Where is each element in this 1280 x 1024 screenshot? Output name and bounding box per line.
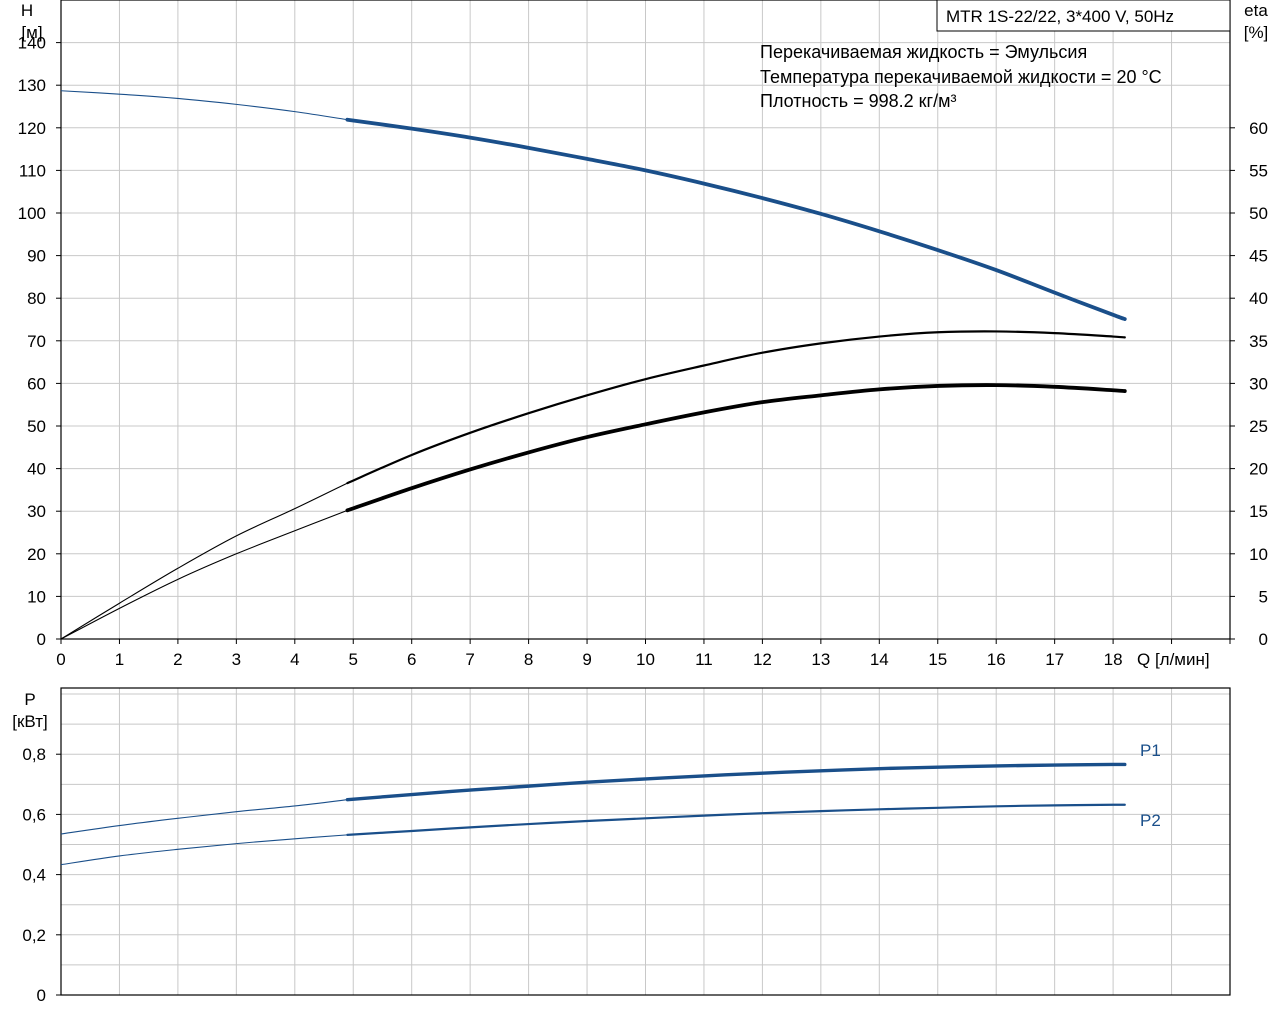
x-tick-label: 12	[753, 650, 772, 669]
series-label-p2: P2	[1140, 811, 1161, 830]
p2-curve-extended	[60, 834, 348, 866]
y-tick-label: 0	[37, 630, 46, 649]
bottom-axis-ticks: 0 0,2 0,4 0,6 0,8	[22, 745, 61, 1005]
left-axis-name: H	[21, 1, 33, 20]
pump-label-box	[936, 0, 1231, 32]
x-tick-label: 5	[349, 650, 358, 669]
top-curves	[60, 90, 1127, 640]
x-tick-label: 7	[465, 650, 474, 669]
p-tick-label: 0,4	[22, 866, 46, 885]
y-tick-label: 80	[27, 289, 46, 308]
efficiency-curve-upper-duty	[346, 330, 1126, 485]
eta-tick-label: 5	[1259, 587, 1268, 606]
info-line-liquid: Перекачиваемая жидкость = Эмульсия	[760, 42, 1087, 62]
y-tick-label: 60	[27, 374, 46, 393]
bottom-plot-frame	[60, 687, 1231, 996]
eta-tick-label: 25	[1249, 417, 1268, 436]
efficiency-curve-lower-duty	[345, 383, 1127, 513]
eta-tick-label: 30	[1249, 374, 1268, 393]
p1-curve-extended	[60, 799, 348, 835]
x-tick-label: 17	[1045, 650, 1064, 669]
y-tick-label: 40	[27, 460, 46, 479]
x-tick-label: 8	[524, 650, 533, 669]
right-axis-name: eta	[1244, 1, 1268, 20]
efficiency-curve-upper-extended	[60, 482, 348, 640]
y-tick-label: 10	[27, 587, 46, 606]
eta-tick-label: 50	[1249, 204, 1268, 223]
top-grid	[60, 0, 1231, 639]
y-tick-label: 30	[27, 502, 46, 521]
x-tick-label: 18	[1104, 650, 1123, 669]
x-tick-label: 1	[115, 650, 124, 669]
y-tick-label: 90	[27, 247, 46, 266]
bottom-grid	[60, 688, 1231, 995]
x-tick-label: 16	[987, 650, 1006, 669]
left-axis-unit: [м]	[21, 23, 42, 42]
eta-tick-label: 0	[1259, 630, 1268, 649]
pump-label: MTR 1S-22/22, 3*400 V, 50Hz	[946, 7, 1174, 26]
bottom-curves	[60, 762, 1127, 866]
head-curve-extended	[60, 90, 348, 121]
x-tick-label: 14	[870, 650, 889, 669]
x-tick-label: 6	[407, 650, 416, 669]
x-tick-label: 13	[811, 650, 830, 669]
eta-tick-label: 60	[1249, 119, 1268, 138]
eta-tick-label: 15	[1249, 502, 1268, 521]
y-tick-label: 110	[19, 161, 46, 180]
y-tick-label: 130	[18, 76, 46, 95]
eta-tick-label: 55	[1249, 161, 1268, 180]
top-axis-ticks: 0102030405060708090100110120130140051015…	[18, 34, 1268, 669]
p-tick-label: 0,2	[22, 926, 46, 945]
p-tick-label: 0	[37, 986, 46, 1005]
info-line-temperature: Температура перекачиваемой жидкости = 20…	[760, 67, 1162, 87]
power-axis-unit: [кВт]	[12, 712, 47, 731]
x-tick-label: 3	[232, 650, 241, 669]
y-tick-label: 140	[18, 34, 46, 53]
x-axis-label: Q [л/мин]	[1137, 650, 1210, 669]
power-axis-name: P	[24, 690, 35, 709]
p-tick-label: 0,8	[22, 745, 46, 764]
y-tick-label: 120	[18, 119, 46, 138]
y-tick-label: 70	[27, 332, 46, 351]
x-tick-label: 4	[290, 650, 299, 669]
p2-curve-duty	[346, 803, 1126, 836]
eta-tick-label: 40	[1249, 289, 1268, 308]
y-tick-label: 20	[27, 545, 46, 564]
series-label-p1: P1	[1140, 741, 1161, 760]
p1-curve-duty	[345, 762, 1127, 802]
eta-tick-label: 10	[1249, 545, 1268, 564]
head-curve-duty	[345, 117, 1127, 321]
info-line-density: Плотность = 998.2 кг/м³	[760, 91, 956, 111]
x-tick-label: 15	[928, 650, 947, 669]
y-tick-label: 50	[27, 417, 46, 436]
eta-tick-label: 45	[1249, 247, 1268, 266]
x-tick-label: 2	[173, 650, 182, 669]
x-tick-label: 9	[582, 650, 591, 669]
x-tick-label: 11	[695, 650, 713, 669]
eta-tick-label: 35	[1249, 332, 1268, 351]
eta-tick-label: 20	[1249, 460, 1268, 479]
efficiency-curve-lower-extended	[60, 509, 348, 640]
p-tick-label: 0,6	[22, 805, 46, 824]
x-tick-label: 10	[636, 650, 655, 669]
right-axis-unit: [%]	[1244, 23, 1269, 42]
y-tick-label: 100	[18, 204, 46, 223]
x-tick-label: 0	[56, 650, 65, 669]
